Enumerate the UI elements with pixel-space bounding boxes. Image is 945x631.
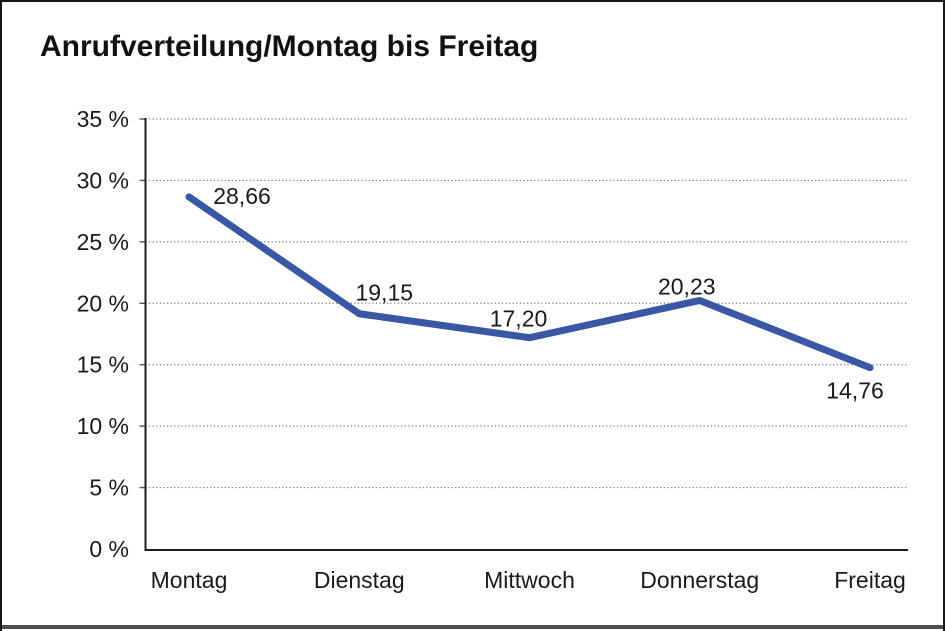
y-tick-label: 5 % — [89, 475, 129, 501]
y-tick-label: 0 % — [89, 536, 129, 562]
bottom-edge-bar — [2, 625, 943, 629]
y-tick-label: 10 % — [77, 413, 129, 439]
data-series-line — [185, 193, 874, 372]
y-tick-label: 30 % — [77, 167, 129, 193]
data-point-label: 28,66 — [213, 183, 271, 209]
data-point-label: 14,76 — [826, 378, 884, 404]
data-point-label: 20,23 — [658, 273, 716, 299]
x-category-label: Dienstag — [314, 567, 405, 593]
x-category-label: Mittwoch — [484, 567, 575, 593]
y-tick-label: 15 % — [77, 352, 129, 378]
chart-title: Anrufverteilung/Montag bis Freitag — [40, 30, 539, 63]
y-tick-label: 35 % — [77, 106, 129, 132]
data-point-label: 19,15 — [355, 280, 413, 306]
y-tick-label: 20 % — [77, 290, 129, 316]
x-category-label: Donnerstag — [640, 567, 759, 593]
data-point-label: 17,20 — [490, 306, 548, 332]
x-category-label: Montag — [151, 567, 228, 593]
x-category-label: Freitag — [834, 567, 906, 593]
y-tick-label: 25 % — [77, 229, 129, 255]
